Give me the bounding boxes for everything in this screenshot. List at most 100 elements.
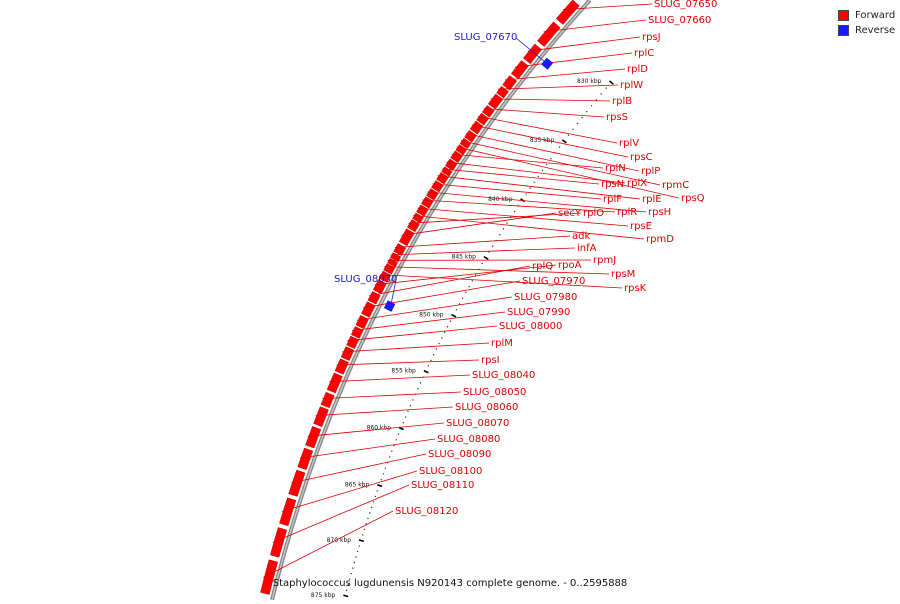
scale-minor-tick (367, 518, 368, 519)
forward-gene-label[interactable]: SLUG_08090 (428, 449, 491, 460)
forward-gene-label[interactable]: secY (558, 208, 582, 219)
forward-gene-label[interactable]: rpmC (662, 180, 689, 191)
forward-gene-label[interactable]: rplE (642, 194, 662, 205)
legend-item-reverse[interactable]: Reverse (838, 23, 895, 38)
gene-leader-line (342, 343, 489, 352)
forward-gene-label[interactable]: SLUG_07660 (648, 15, 711, 26)
forward-gene-label[interactable]: rplQ (532, 261, 553, 272)
scale-minor-tick (403, 422, 404, 423)
scale-major-tick (609, 81, 613, 84)
gene-leader-line (413, 216, 644, 239)
forward-gene-label[interactable]: rplM (491, 338, 513, 349)
forward-gene-feature[interactable] (321, 392, 334, 408)
forward-gene-label[interactable]: rpsJ (642, 32, 661, 43)
forward-gene-feature[interactable] (351, 326, 363, 338)
scale-minor-tick (375, 496, 376, 497)
forward-gene-label[interactable]: rpsE (630, 221, 652, 232)
gene-leader-line (391, 248, 575, 255)
scale-minor-tick (371, 507, 372, 508)
forward-gene-feature[interactable] (537, 22, 560, 47)
forward-gene-feature[interactable] (368, 291, 380, 304)
forward-gene-label[interactable]: rpsQ (681, 193, 705, 204)
gene-leader-line (380, 275, 622, 288)
scale-minor-tick (546, 164, 547, 165)
forward-gene-label[interactable]: rplO (583, 208, 604, 219)
forward-gene-label[interactable]: rplR (617, 207, 637, 218)
forward-gene-label[interactable]: SLUG_07980 (514, 292, 577, 303)
scale-minor-tick (447, 326, 448, 327)
forward-gene-label[interactable]: SLUG_07650 (654, 0, 717, 10)
scale-minor-tick (369, 512, 370, 513)
forward-gene-label[interactable]: rplN (605, 163, 626, 174)
forward-gene-label[interactable]: SLUG_08100 (419, 466, 482, 477)
forward-gene-label[interactable]: infA (577, 243, 597, 254)
forward-gene-label[interactable]: SLUG_07990 (507, 307, 570, 318)
scale-major-tick (343, 595, 348, 596)
forward-gene-label[interactable]: rplX (627, 178, 647, 189)
forward-gene-label[interactable]: rplC (634, 48, 654, 59)
reverse-gene-label[interactable]: SLUG_07670 (454, 32, 517, 43)
scale-minor-tick (465, 292, 466, 293)
forward-gene-label[interactable]: rplP (641, 166, 660, 177)
scale-major-tick (424, 371, 429, 373)
forward-gene-label[interactable]: SLUG_08040 (472, 370, 535, 381)
forward-gene-feature[interactable] (341, 346, 354, 360)
scale-minor-tick (428, 365, 429, 366)
forward-gene-label[interactable]: SLUG_08110 (411, 480, 474, 491)
forward-gene-label[interactable]: SLUG_08080 (437, 434, 500, 445)
gene-leader-line (316, 407, 453, 416)
forward-gene-label[interactable]: adk (572, 231, 590, 242)
forward-gene-label[interactable]: rplD (627, 64, 648, 75)
scale-minor-tick (417, 388, 418, 389)
forward-gene-feature[interactable] (556, 0, 579, 25)
forward-gene-label[interactable]: SLUG_08120 (395, 506, 458, 517)
scale-minor-tick (412, 399, 413, 400)
forward-gene-label[interactable]: SLUG_08060 (455, 402, 518, 413)
forward-gene-label[interactable]: rpmJ (593, 255, 616, 266)
forward-gene-label[interactable]: rpsN (601, 179, 624, 190)
forward-swatch-icon (838, 10, 849, 21)
scale-minor-tick (542, 170, 543, 171)
forward-gene-label[interactable]: rpsS (606, 112, 628, 123)
scale-minor-tick (364, 529, 365, 530)
strand-legend: Forward Reverse (838, 8, 895, 38)
forward-gene-label[interactable]: rplV (619, 138, 639, 149)
scale-minor-tick (572, 129, 573, 130)
scale-minor-tick (581, 117, 582, 118)
forward-gene-label[interactable]: rpsI (481, 355, 500, 366)
forward-gene-label[interactable]: SLUG_07970 (522, 276, 585, 287)
scale-minor-tick (351, 573, 352, 574)
scale-minor-tick (389, 456, 390, 457)
scale-major-tick (399, 428, 404, 430)
forward-gene-label[interactable]: rpmD (646, 234, 674, 245)
forward-gene-label[interactable]: rpsC (630, 152, 653, 163)
forward-gene-label[interactable]: SLUG_08000 (499, 321, 562, 332)
forward-gene-label[interactable]: rpsM (611, 269, 635, 280)
forward-gene-label[interactable]: rpsK (624, 283, 647, 294)
gene-leader-line (484, 109, 604, 117)
forward-gene-label[interactable]: rplF (603, 194, 622, 205)
forward-gene-feature[interactable] (356, 315, 369, 328)
scale-minor-tick (377, 490, 378, 491)
reverse-gene-label[interactable]: SLUG_08030 (334, 274, 397, 285)
scale-minor-tick (444, 332, 445, 333)
forward-gene-label[interactable]: rplB (612, 96, 632, 107)
forward-gene-label[interactable]: rplW (620, 80, 643, 91)
legend-item-forward[interactable]: Forward (838, 8, 895, 23)
forward-gene-label[interactable]: rpoA (558, 260, 582, 271)
forward-gene-label[interactable]: SLUG_08070 (446, 418, 509, 429)
forward-gene-feature[interactable] (347, 336, 359, 349)
scale-minor-tick (605, 87, 606, 88)
scale-tick-label: 855 kbp (391, 368, 416, 375)
legend-label-reverse: Reverse (855, 25, 895, 36)
gene-leader-line (544, 20, 646, 32)
scale-minor-tick (383, 473, 384, 474)
scale-minor-tick (506, 222, 507, 223)
forward-gene-label[interactable]: rpsH (648, 207, 671, 218)
scale-minor-tick (407, 411, 408, 412)
forward-gene-label[interactable]: SLUG_08050 (463, 387, 526, 398)
scale-tick-label: 830 kbp (577, 78, 602, 85)
scale-minor-tick (398, 433, 399, 434)
